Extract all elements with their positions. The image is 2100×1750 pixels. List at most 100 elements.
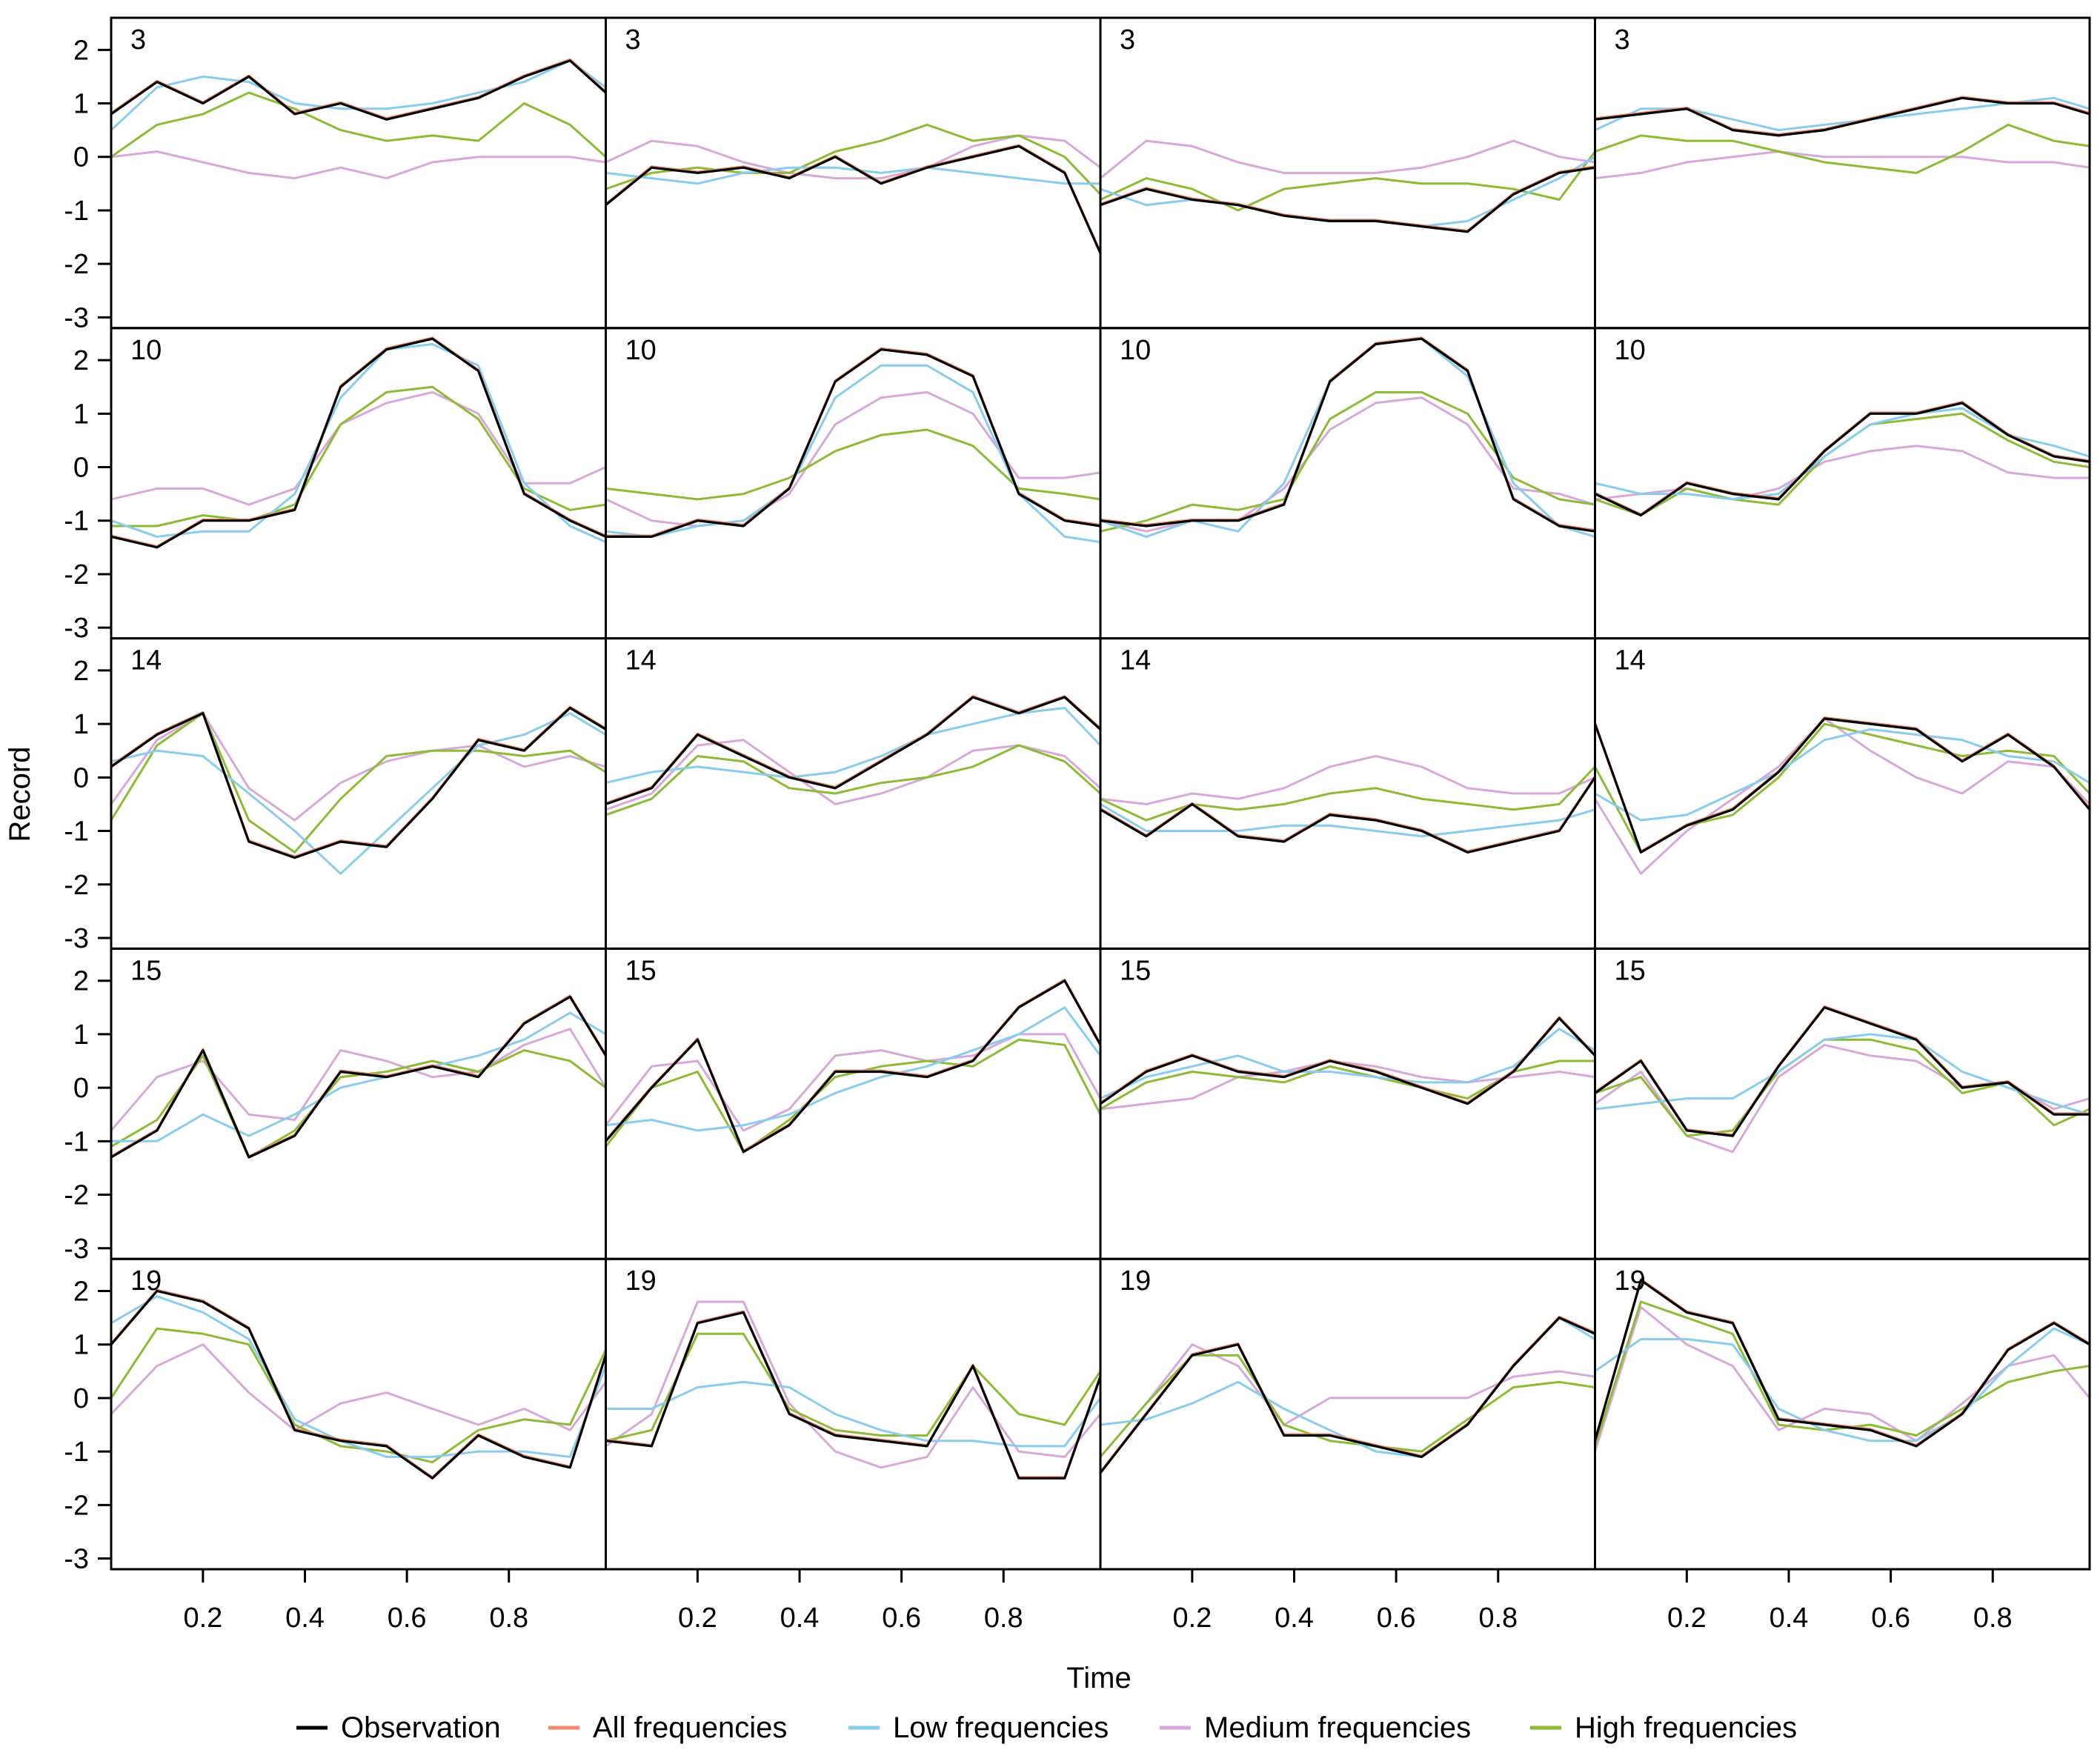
- series-line-all-frequencies: [1100, 1315, 1595, 1473]
- panel-r2-c2: 10: [605, 327, 1102, 640]
- x-tick-label: 0.2: [1667, 1603, 1707, 1634]
- panel-label: 10: [130, 335, 162, 366]
- series-line-high-frequencies: [1100, 1354, 1595, 1458]
- x-tick-label: 0.6: [1871, 1603, 1910, 1634]
- panel-label: 15: [625, 955, 657, 986]
- y-tick-label: -1: [64, 1437, 89, 1468]
- panel-label: 14: [1120, 645, 1151, 676]
- series-line-medium-frequencies: [605, 134, 1100, 180]
- series-group: [1100, 1016, 1595, 1111]
- series-line-medium-frequencies: [1595, 150, 2090, 180]
- series-line-observation: [111, 995, 606, 1159]
- series-line-observation: [605, 696, 1100, 805]
- series-line-high-frequencies: [1595, 412, 2090, 516]
- series-line-low-frequencies: [1595, 1327, 2090, 1443]
- y-tick-label: 0: [73, 453, 89, 484]
- panel-r5-c2: 19: [605, 1257, 1102, 1571]
- panel-label: 19: [1615, 1265, 1646, 1297]
- series-line-high-frequencies: [605, 744, 1100, 816]
- series-line-low-frequencies: [1595, 728, 2090, 822]
- series-line-low-frequencies: [605, 1006, 1100, 1132]
- x-tick-label: 0.4: [285, 1603, 325, 1634]
- panel-r1-c3: 3: [1099, 16, 1596, 330]
- series-line-observation: [111, 1289, 606, 1480]
- series-line-observation: [605, 979, 1100, 1154]
- series-line-low-frequencies: [111, 1295, 606, 1458]
- series-group: [605, 1300, 1100, 1480]
- panel-r2-c1: 10: [110, 327, 607, 640]
- y-tick-label: -2: [64, 249, 89, 280]
- panel-frame: [1099, 1257, 1596, 1571]
- panel-frame: [110, 947, 607, 1260]
- legend-label: Low frequencies: [893, 1711, 1109, 1744]
- panel-frame: [605, 327, 1102, 640]
- x-tick-label: 0.8: [1478, 1603, 1518, 1634]
- series-line-all-frequencies: [605, 347, 1100, 537]
- panel-label: 3: [1120, 24, 1135, 56]
- y-tick-label: -1: [64, 1126, 89, 1157]
- panel-r3-c3: 14: [1099, 637, 1596, 950]
- x-tick-label: 0.8: [489, 1603, 528, 1634]
- panel-label: 15: [130, 955, 162, 986]
- series-line-high-frequencies: [1100, 390, 1595, 533]
- y-tick-label: 1: [73, 709, 89, 740]
- y-tick-label: -3: [64, 1544, 89, 1575]
- series-line-medium-frequencies: [111, 390, 606, 506]
- y-tick-label: -2: [64, 559, 89, 590]
- panel-label: 19: [625, 1265, 657, 1297]
- legend-label: All frequencies: [593, 1711, 787, 1744]
- y-tick-label: 0: [73, 1073, 89, 1104]
- panel-frame: [1594, 637, 2091, 950]
- series-line-high-frequencies: [111, 91, 606, 158]
- series-line-observation: [1100, 166, 1595, 233]
- legend-label: Observation: [341, 1711, 501, 1744]
- panel-label: 14: [1615, 645, 1646, 676]
- panel-r5-c1: 19: [110, 1257, 607, 1571]
- series-line-observation: [605, 144, 1100, 254]
- y-tick-label: 0: [73, 142, 89, 173]
- panel-r3-c2: 14: [605, 637, 1102, 950]
- series-line-low-frequencies: [1595, 407, 2090, 501]
- series-group: [1100, 1315, 1595, 1474]
- series-group: [1595, 1278, 2090, 1452]
- y-tick-label: 1: [73, 399, 89, 430]
- y-tick-label: -3: [64, 302, 89, 333]
- series-line-low-frequencies: [605, 707, 1100, 785]
- series-line-low-frequencies: [605, 1380, 1100, 1448]
- series-line-high-frequencies: [1100, 765, 1595, 822]
- series-line-all-frequencies: [1595, 1005, 2090, 1137]
- legend-item-all-frequencies: All frequencies: [548, 1711, 787, 1744]
- series-line-medium-frequencies: [1100, 755, 1595, 805]
- series-line-high-frequencies: [1595, 123, 2090, 174]
- panel-frame: [605, 1257, 1102, 1571]
- y-tick-label: 1: [73, 89, 89, 120]
- series-line-all-frequencies: [1595, 1278, 2090, 1446]
- y-axis: -3 -2 -1 0 1 2 -3 -2 -1 0 1 2 -3 -2 -1 0 1 2 -3 -2 -1 0 1 2 -3 -2…: [64, 35, 111, 1575]
- panel-r1-c4: 3: [1594, 16, 2091, 330]
- series-line-high-frequencies: [605, 428, 1100, 501]
- x-tick-label: 0.4: [780, 1603, 820, 1634]
- series-line-observation: [1100, 1317, 1595, 1474]
- series-group: [605, 347, 1100, 544]
- series-line-low-frequencies: [1595, 1033, 2090, 1116]
- series-line-observation: [1100, 1017, 1595, 1105]
- panel-r4-c2: 15: [605, 947, 1102, 1260]
- y-tick-label: -2: [64, 1180, 89, 1211]
- series-group: [111, 336, 606, 549]
- series-group: [605, 123, 1100, 254]
- legend-item-high-frequencies: High frequencies: [1530, 1711, 1797, 1744]
- panel-r1-c1: 3: [110, 16, 607, 330]
- panel-r2-c3: 10: [1099, 327, 1596, 640]
- series-line-high-frequencies: [1595, 722, 2090, 854]
- panel-r5-c3: 19: [1099, 1257, 1596, 1571]
- series-group: [111, 994, 606, 1159]
- series-line-observation: [111, 706, 606, 859]
- panel-r4-c4: 15: [1594, 947, 2091, 1260]
- panel-label: 10: [1120, 335, 1151, 366]
- series-line-high-frequencies: [111, 712, 606, 854]
- panel-frame: [605, 16, 1102, 330]
- series-line-observation: [605, 348, 1100, 538]
- x-tick-label: 0.6: [1377, 1603, 1416, 1634]
- series-line-medium-frequencies: [605, 1300, 1100, 1469]
